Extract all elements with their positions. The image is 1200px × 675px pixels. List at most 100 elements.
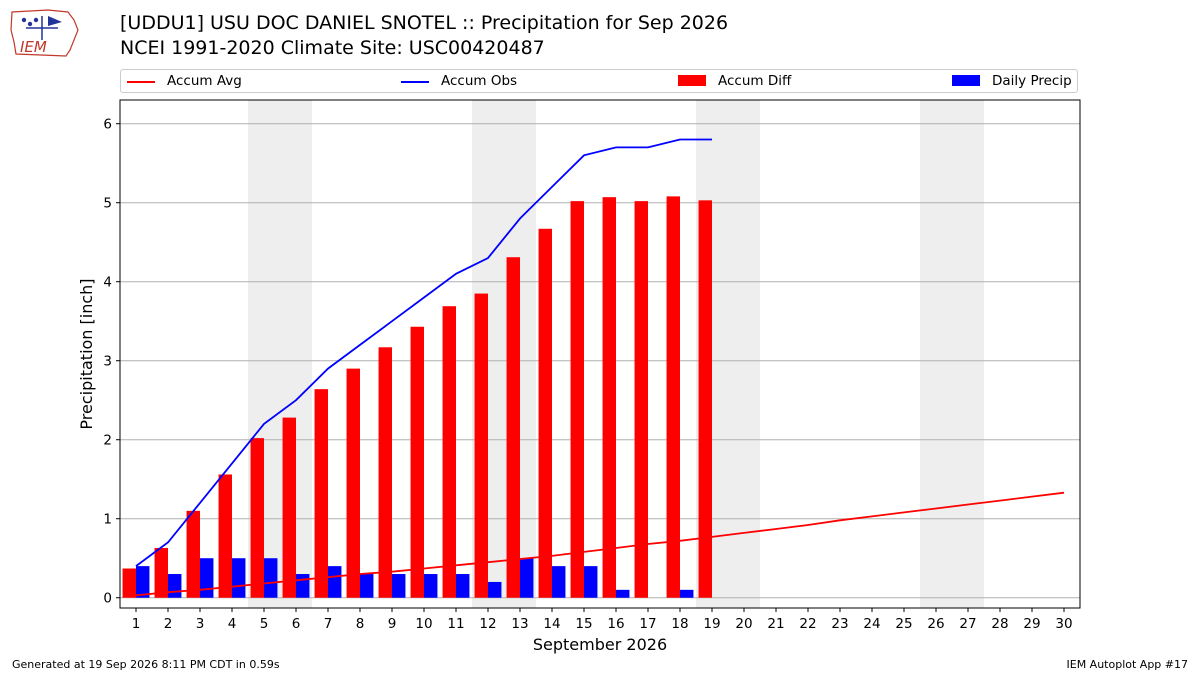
accum-diff-bar-day-2 — [154, 547, 168, 598]
accum-diff-bar-day-1 — [122, 568, 136, 598]
accum-diff-bar-day-11 — [442, 306, 456, 598]
accum-diff-bar-day-13 — [506, 257, 520, 598]
accum-obs-line — [135, 138, 712, 567]
daily-precip-bar-day-16 — [616, 589, 630, 598]
x-tick-label-10: 10 — [415, 616, 432, 632]
accum-diff-bar-day-18 — [666, 196, 680, 598]
x-tick-label-3: 3 — [196, 616, 205, 632]
y-tick-label-0: 0 — [103, 591, 112, 607]
weekend-band-day-26 — [920, 100, 952, 608]
accum-diff-bar-day-17 — [634, 201, 648, 598]
weekend-band-day-20 — [728, 100, 760, 608]
x-tick-label-21: 21 — [767, 616, 784, 632]
daily-precip-bar-day-4 — [232, 558, 246, 598]
x-tick-label-30: 30 — [1055, 616, 1072, 632]
daily-precip-bar-day-7 — [328, 566, 342, 598]
accum-diff-bar-day-15 — [570, 201, 584, 598]
x-tick-label-17: 17 — [639, 616, 656, 632]
chart-title: [UDDU1] USU DOC DANIEL SNOTEL :: Precipi… — [120, 12, 729, 34]
y-axis-ticks: 0 1 2 3 4 5 6 — [103, 117, 120, 607]
legend-label-accum-avg: Accum Avg — [167, 73, 242, 89]
accum-diff-bar-day-16 — [602, 197, 616, 598]
accum-diff-bar-day-5 — [250, 438, 264, 598]
daily-precip-bar-day-11 — [456, 574, 470, 598]
x-tick-label-27: 27 — [959, 616, 976, 632]
x-tick-label-1: 1 — [132, 616, 141, 632]
accum-diff-bar-day-7 — [314, 389, 328, 598]
x-tick-label-7: 7 — [324, 616, 333, 632]
daily-precip-bar-day-3 — [200, 558, 214, 598]
accum-diff-bar-day-3 — [186, 510, 200, 598]
x-tick-label-24: 24 — [863, 616, 880, 632]
logo-text: IEM — [20, 38, 47, 56]
x-tick-label-16: 16 — [607, 616, 624, 632]
accum-diff-bar-day-6 — [282, 417, 296, 598]
daily-precip-bar-day-8 — [360, 574, 374, 598]
x-tick-label-8: 8 — [356, 616, 365, 632]
x-tick-label-9: 9 — [388, 616, 397, 632]
y-tick-label-5: 5 — [103, 196, 112, 212]
daily-precip-bar-day-15 — [584, 566, 598, 598]
daily-precip-bar-day-6 — [296, 574, 310, 598]
x-tick-label-20: 20 — [735, 616, 752, 632]
accum-diff-bar-day-8 — [346, 368, 360, 598]
x-tick-label-11: 11 — [447, 616, 464, 632]
legend-swatch-daily-precip — [952, 75, 980, 86]
x-tick-label-22: 22 — [799, 616, 816, 632]
accum-diff-bar-day-19 — [698, 200, 712, 598]
daily-precip-bar-day-14 — [552, 566, 566, 598]
x-tick-label-13: 13 — [511, 616, 528, 632]
x-tick-label-29: 29 — [1023, 616, 1040, 632]
x-tick-label-25: 25 — [895, 616, 912, 632]
y-gridlines — [120, 123, 1080, 599]
y-axis-label: Precipitation [inch] — [77, 278, 96, 429]
accum-avg-line — [135, 491, 1065, 597]
legend-label-accum-obs: Accum Obs — [441, 73, 518, 89]
x-tick-label-2: 2 — [164, 616, 173, 632]
y-tick-label-6: 6 — [103, 117, 112, 133]
x-tick-label-12: 12 — [479, 616, 496, 632]
daily-precip-bar-day-12 — [488, 581, 502, 598]
bar-series — [122, 196, 712, 598]
x-tick-label-18: 18 — [671, 616, 688, 632]
iem-logo: IEM — [8, 6, 82, 60]
daily-precip-bar-day-1 — [136, 566, 150, 598]
x-tick-label-15: 15 — [575, 616, 592, 632]
plot-frame — [119, 99, 1081, 609]
daily-precip-bar-day-9 — [392, 574, 406, 598]
legend-swatch-accum-diff — [678, 75, 706, 86]
y-tick-label-4: 4 — [103, 275, 112, 291]
line-series — [135, 138, 1065, 597]
legend-label-daily-precip: Daily Precip — [992, 73, 1072, 89]
x-axis-label: September 2026 — [533, 635, 667, 654]
daily-precip-bar-day-2 — [168, 574, 182, 598]
x-tick-label-28: 28 — [991, 616, 1008, 632]
accum-diff-bar-day-14 — [538, 228, 552, 598]
x-tick-label-26: 26 — [927, 616, 944, 632]
chart-subtitle: NCEI 1991-2020 Climate Site: USC00420487 — [120, 37, 545, 59]
x-tick-label-6: 6 — [292, 616, 301, 632]
x-tick-label-23: 23 — [831, 616, 848, 632]
x-tick-label-4: 4 — [228, 616, 237, 632]
x-tick-label-19: 19 — [703, 616, 720, 632]
x-tick-label-5: 5 — [260, 616, 269, 632]
y-tick-label-2: 2 — [103, 433, 112, 449]
daily-precip-bar-day-13 — [520, 558, 534, 598]
daily-precip-bar-day-18 — [680, 589, 694, 598]
weekend-band-day-27 — [952, 100, 984, 608]
x-axis-ticks: 1 2 3 4 5 6 7 8 9 10 11 12 13 14 15 16 17 18 19 20 21 22 23 24 2… — [132, 608, 1073, 632]
legend-swatch-accum-obs — [401, 81, 429, 83]
accum-diff-bar-day-12 — [474, 293, 488, 598]
daily-precip-bar-day-5 — [264, 558, 278, 598]
y-tick-label-3: 3 — [103, 354, 112, 370]
daily-precip-bar-day-10 — [424, 574, 438, 598]
accum-diff-bar-day-10 — [410, 326, 424, 598]
legend: Accum Avg Accum Obs Accum Diff Daily Pre… — [120, 69, 1078, 93]
legend-swatch-accum-avg — [127, 81, 155, 83]
iem-logo-graphic: IEM — [10, 9, 79, 57]
generated-timestamp: Generated at 19 Sep 2026 8:11 PM CDT in … — [12, 658, 280, 671]
app-id: IEM Autoplot App #17 — [1066, 658, 1189, 671]
x-tick-label-14: 14 — [543, 616, 560, 632]
accum-diff-bar-day-9 — [378, 347, 392, 598]
